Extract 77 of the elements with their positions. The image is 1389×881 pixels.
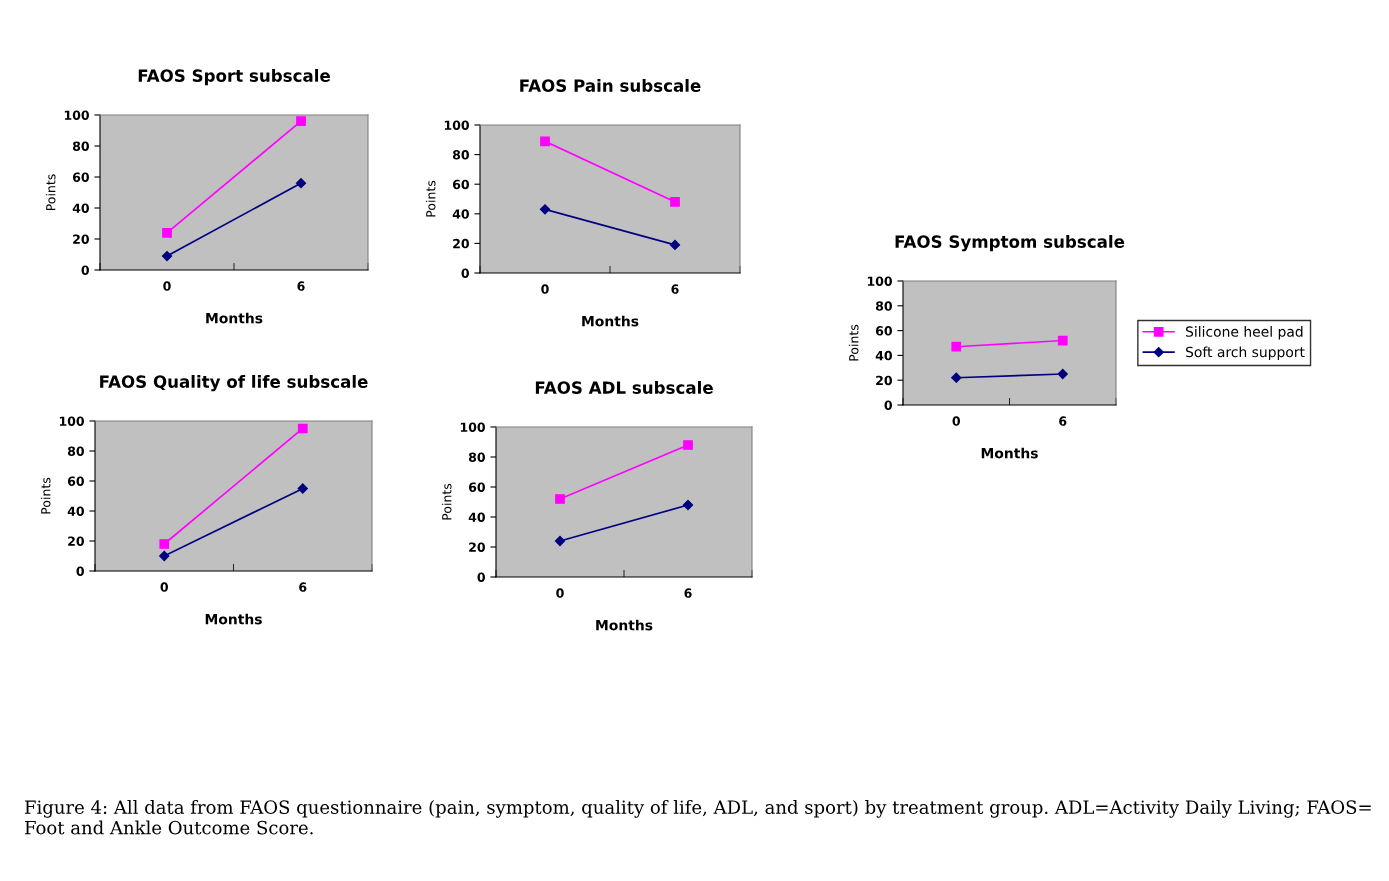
- x-tick-label: 6: [671, 284, 679, 294]
- y-tick-label: 100: [59, 416, 84, 426]
- y-tick-label: 20: [469, 542, 485, 552]
- x-axis-title: Months: [981, 447, 1038, 459]
- x-tick-label: 6: [297, 281, 305, 291]
- y-tick-label: 60: [468, 482, 485, 492]
- point: [682, 499, 694, 511]
- y-tick-label: 20: [453, 238, 469, 249]
- x-axis-title: Months: [205, 613, 262, 625]
- x-axis-title: Months: [582, 315, 639, 327]
- x-tick-label: 6: [684, 588, 692, 598]
- point: [670, 197, 680, 207]
- y-tick-label: 100: [444, 120, 469, 130]
- point: [297, 423, 308, 434]
- y-axis-title: Points: [40, 477, 51, 514]
- y-tick-label: 0: [461, 268, 469, 278]
- chart-title: FAOS Quality of life subscale: [100, 375, 368, 392]
- y-tick-label: 80: [72, 141, 89, 151]
- y-tick-label: 80: [468, 452, 485, 462]
- x-axis-title: Months: [596, 619, 653, 631]
- point: [161, 250, 173, 262]
- y-tick-label: 40: [875, 350, 892, 361]
- y-tick-label: 40: [72, 203, 89, 213]
- point: [159, 550, 170, 562]
- y-tick-label: 60: [452, 179, 469, 190]
- point: [539, 204, 551, 215]
- y-tick-label: 60: [72, 172, 89, 182]
- x-tick-label: 0: [556, 588, 564, 598]
- chart-title: FAOS Pain subscale: [520, 79, 701, 92]
- y-tick-label: 100: [460, 422, 485, 432]
- y-tick-label: 40: [468, 512, 485, 522]
- legend-label: Silicone heel pad: [1185, 326, 1303, 340]
- point: [951, 341, 962, 352]
- y-tick-label: 0: [477, 572, 485, 582]
- point: [554, 535, 566, 547]
- legend-label: Soft arch support: [1185, 346, 1305, 360]
- y-tick-label: 80: [452, 150, 469, 160]
- point: [555, 494, 565, 504]
- y-tick-label: 20: [876, 375, 892, 386]
- point: [540, 136, 550, 147]
- y-tick-label: 60: [67, 476, 84, 486]
- point: [297, 483, 308, 494]
- y-axis-title: Points: [441, 483, 452, 520]
- x-tick-label: 0: [541, 284, 549, 294]
- y-tick-label: 20: [73, 234, 89, 244]
- y-axis-title: Points: [848, 324, 859, 361]
- chart-title: FAOS Sport subscale: [138, 69, 330, 86]
- y-tick-label: 80: [67, 446, 84, 456]
- point: [159, 539, 170, 549]
- y-tick-label: 100: [64, 110, 89, 120]
- y-tick-label: 40: [67, 506, 84, 516]
- y-tick-label: 20: [68, 536, 84, 546]
- point: [295, 178, 307, 189]
- chart-title: FAOS Symptom subscale: [895, 235, 1125, 252]
- x-tick-label: 0: [160, 582, 168, 592]
- x-tick-label: 6: [1059, 416, 1067, 426]
- x-tick-label: 0: [163, 281, 171, 291]
- y-tick-label: 40: [452, 209, 469, 219]
- chart-title: FAOS ADL subscale: [535, 381, 713, 394]
- point: [1057, 335, 1068, 346]
- point: [296, 116, 306, 127]
- y-tick-label: 0: [884, 400, 892, 410]
- caption: Figure 4: All data from FAOS questionnaire (pain, symptom, quality of life, ADL, and sport) by treatment group. ADL=Activity Daily Living; FAOS= Foot and Ankle Outcome Score.: [25, 800, 1371, 835]
- x-tick-label: 6: [299, 582, 307, 592]
- point: [162, 227, 172, 238]
- y-axis-title: Points: [425, 180, 436, 217]
- y-tick-label: 80: [875, 301, 892, 311]
- x-axis-title: Months: [206, 312, 263, 324]
- point: [683, 440, 693, 450]
- y-tick-label: 100: [867, 276, 892, 286]
- point: [1057, 368, 1068, 380]
- y-tick-label: 0: [81, 265, 89, 275]
- point: [951, 372, 962, 383]
- y-tick-label: 60: [875, 326, 892, 336]
- y-axis-title: Points: [45, 174, 56, 211]
- y-tick-label: 0: [76, 566, 84, 576]
- point: [669, 239, 681, 250]
